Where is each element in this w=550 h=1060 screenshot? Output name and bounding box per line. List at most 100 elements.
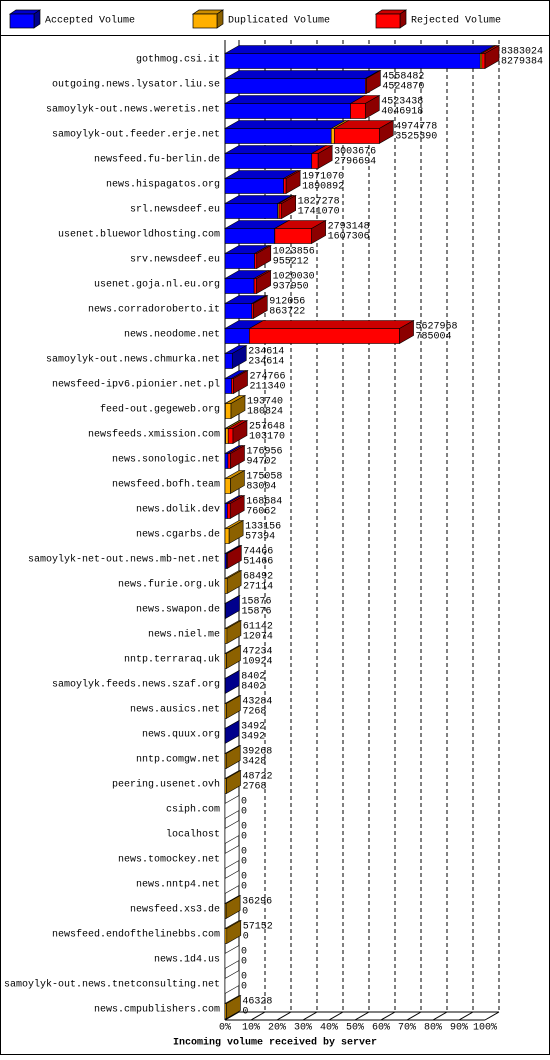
value-label: 83004 bbox=[246, 482, 276, 493]
category-label: newsfeed.endofthelinebbs.com bbox=[52, 929, 220, 941]
bar bbox=[312, 154, 318, 169]
bar bbox=[225, 354, 232, 369]
value-label: 955212 bbox=[273, 257, 309, 268]
value-label: 57394 bbox=[245, 532, 275, 543]
x-tick bbox=[381, 1012, 395, 1020]
value-label: 0 bbox=[241, 982, 247, 993]
x-tick-label: 70% bbox=[398, 1023, 416, 1034]
value-label: 10924 bbox=[242, 657, 272, 668]
value-label: 0 bbox=[241, 882, 247, 893]
x-axis-label: Incoming volume received by server bbox=[173, 1037, 377, 1049]
value-label: 4524870 bbox=[382, 82, 424, 93]
category-label: news.hispagatos.org bbox=[106, 179, 220, 191]
category-label: news.cgarbs.de bbox=[136, 529, 220, 541]
bar bbox=[275, 229, 312, 244]
value-label: 4046918 bbox=[381, 107, 423, 118]
x-tick-label: 40% bbox=[320, 1023, 338, 1034]
bar-empty bbox=[225, 871, 239, 894]
category-label: newsfeed.bofh.team bbox=[112, 479, 220, 491]
bar bbox=[225, 404, 231, 419]
bar bbox=[284, 179, 286, 194]
bar bbox=[225, 204, 278, 219]
value-label: 0 bbox=[241, 832, 247, 843]
bar bbox=[482, 54, 485, 69]
x-tick bbox=[277, 1012, 291, 1020]
category-label: samoylyk-out.feeder.erje.net bbox=[52, 129, 220, 141]
value-label: 234614 bbox=[248, 357, 284, 368]
x-tick-label: 60% bbox=[372, 1023, 390, 1034]
category-label: news.nntp4.net bbox=[136, 880, 220, 891]
bar bbox=[334, 129, 379, 144]
value-label: 12074 bbox=[243, 632, 273, 643]
value-label: 1607306 bbox=[328, 232, 370, 243]
bar bbox=[225, 154, 312, 169]
bar bbox=[249, 329, 399, 344]
category-label: localhost bbox=[166, 829, 220, 841]
x-tick-label: 100% bbox=[473, 1023, 497, 1034]
bar bbox=[225, 529, 229, 544]
bar-empty bbox=[225, 946, 239, 969]
category-label: news.tomockey.net bbox=[118, 854, 220, 866]
value-label: 0 bbox=[241, 957, 247, 968]
bar-top bbox=[225, 46, 494, 54]
category-label: news.quux.org bbox=[142, 730, 220, 741]
bar bbox=[331, 129, 334, 144]
bar-side bbox=[225, 671, 239, 694]
bar bbox=[225, 229, 275, 244]
bar bbox=[225, 304, 252, 319]
bar bbox=[225, 579, 227, 594]
value-label: 103170 bbox=[249, 432, 285, 443]
bar-empty bbox=[225, 846, 239, 869]
category-label: news.cmpublishers.com bbox=[94, 1004, 220, 1016]
category-label: news.1d4.us bbox=[154, 954, 220, 966]
category-label: outgoing.news.lysator.liu.se bbox=[52, 79, 220, 91]
legend-label: Rejected Volume bbox=[411, 15, 501, 27]
value-label: 937950 bbox=[273, 282, 309, 293]
bar bbox=[225, 279, 254, 294]
category-label: srv.newsdeef.eu bbox=[130, 254, 220, 266]
bar-top bbox=[225, 71, 379, 79]
value-label: 2768 bbox=[243, 782, 267, 793]
value-label: 1890892 bbox=[302, 182, 344, 193]
category-label: newsfeed-ipv6.pionier.net.pl bbox=[52, 379, 220, 391]
category-label: samoylyk.feeds.news.szaf.org bbox=[52, 679, 220, 691]
bar-top bbox=[225, 121, 345, 129]
category-label: feed-out.gegeweb.org bbox=[100, 404, 220, 416]
value-label: 180824 bbox=[247, 407, 283, 418]
legend-label: Duplicated Volume bbox=[228, 15, 330, 27]
bar bbox=[228, 429, 233, 444]
category-label: news.swapon.de bbox=[136, 604, 220, 616]
category-label: peering.usenet.ovh bbox=[112, 779, 220, 791]
value-label: 3492 bbox=[241, 732, 265, 743]
bar bbox=[255, 254, 257, 269]
x-tick bbox=[329, 1012, 343, 1020]
category-label: nntp.terraraq.uk bbox=[124, 654, 220, 666]
bar bbox=[228, 454, 231, 469]
category-label: newsfeed.fu-berlin.de bbox=[94, 154, 220, 166]
bar bbox=[225, 504, 227, 519]
bar-empty bbox=[225, 971, 239, 994]
value-label: 3428 bbox=[242, 757, 266, 768]
value-label: 76062 bbox=[246, 507, 276, 518]
x-tick bbox=[407, 1012, 421, 1020]
value-label: 1741070 bbox=[298, 207, 340, 218]
category-label: csiph.com bbox=[166, 804, 220, 816]
x-tick-label: 10% bbox=[242, 1023, 260, 1034]
bar-top bbox=[225, 146, 326, 154]
category-label: usenet.goja.nl.eu.org bbox=[94, 279, 220, 291]
bar bbox=[225, 329, 249, 344]
category-label: news.ausics.net bbox=[130, 704, 220, 716]
bar bbox=[227, 504, 230, 519]
value-label: 0 bbox=[243, 932, 249, 943]
legend-swatch bbox=[193, 14, 217, 28]
category-label: usenet.blueworldhosting.com bbox=[58, 229, 220, 241]
category-label: samoylyk-net-out.news.mb-net.net bbox=[28, 554, 220, 566]
x-tick-label: 20% bbox=[268, 1023, 286, 1034]
value-label: 8402 bbox=[241, 682, 265, 693]
bar bbox=[225, 479, 230, 494]
value-label: 3525390 bbox=[395, 132, 437, 143]
x-tick bbox=[303, 1012, 317, 1020]
x-tick-label: 0% bbox=[219, 1023, 231, 1034]
x-tick bbox=[355, 1012, 369, 1020]
legend-swatch bbox=[10, 14, 34, 28]
